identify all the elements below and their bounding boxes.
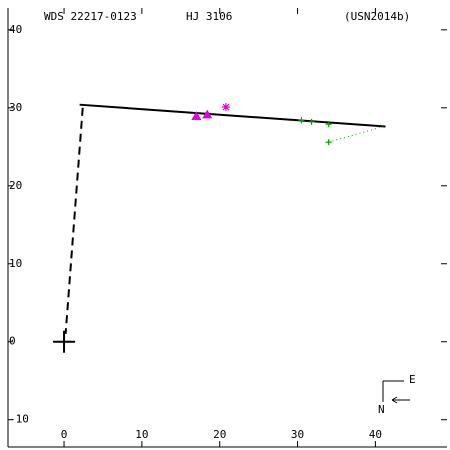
orbit-line	[328, 126, 384, 143]
y-tick-label: 0	[9, 335, 16, 348]
x-tick-label: 0	[61, 428, 68, 441]
orbit-ref: (USN2014b)	[344, 10, 410, 23]
data-point	[221, 103, 230, 112]
data-point	[308, 118, 315, 125]
y-tick-label: 20	[9, 179, 22, 192]
orbit-line	[64, 107, 84, 335]
star-name: HJ 3106	[186, 10, 232, 23]
data-point	[325, 121, 332, 128]
compass: E N	[378, 373, 416, 416]
x-tick-label: 10	[135, 428, 148, 441]
data-point	[191, 111, 202, 120]
data-point	[53, 330, 76, 353]
compass-arrow	[391, 396, 410, 404]
x-tick-label: 40	[369, 428, 382, 441]
x-tick-label: 20	[213, 428, 226, 441]
data-point	[325, 139, 332, 146]
data-point	[298, 117, 305, 124]
orbit-line	[79, 103, 386, 128]
y-tick-label: 30	[9, 101, 22, 114]
compass-east: E	[409, 373, 416, 386]
x-tick-label: 30	[291, 428, 304, 441]
wds-id: WDS 22217-0123	[44, 10, 137, 23]
y-tick-label: 10	[9, 257, 22, 270]
y-tick-label: -10	[9, 413, 29, 426]
y-tick-label: 40	[9, 23, 22, 36]
compass-north: N	[378, 403, 385, 416]
data-point	[202, 109, 213, 119]
